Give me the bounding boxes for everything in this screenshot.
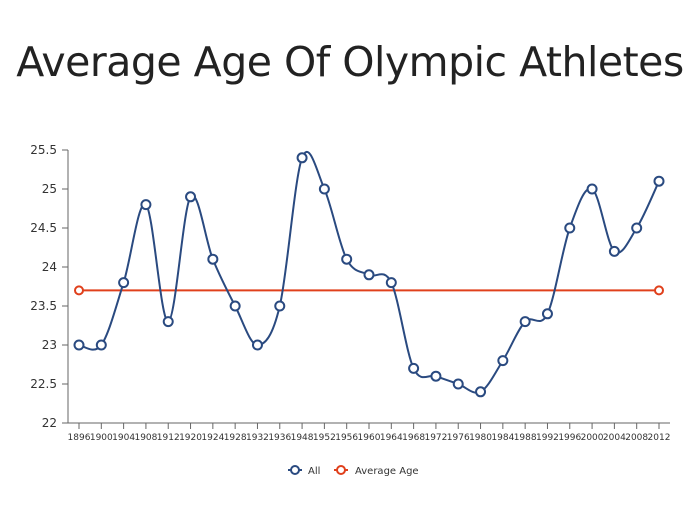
y-tick-label: 23.5 [30,299,57,313]
all-series-point [608,245,620,257]
x-tick-label: 1968 [402,433,425,443]
all-series-point [140,199,152,211]
legend-average-marker [336,465,346,475]
x-tick-label: 2004 [603,433,626,443]
all-series-point [541,308,553,320]
average-age-point [74,285,84,296]
x-tick-label: 2012 [648,433,671,443]
x-tick-label: 1912 [157,433,180,443]
all-series-point [341,253,353,265]
x-tick-label: 1896 [68,433,91,443]
x-tick-label: 1924 [201,433,224,443]
x-tick-label: 1976 [447,433,470,443]
all-series-point [363,269,375,281]
all-series-point [73,339,85,351]
y-tick-label: 25.5 [30,143,57,157]
y-tick-label: 22.5 [30,377,57,391]
x-tick-label: 1904 [112,433,135,443]
all-series-point [207,253,219,265]
x-tick-label: 1920 [179,433,202,443]
all-series-point [185,191,197,203]
x-tick-label: 1936 [268,433,291,443]
all-series-point [162,316,174,328]
y-tick-label: 24.5 [30,221,57,235]
all-series-point [586,183,598,195]
x-tick-label: 1996 [558,433,581,443]
legend-all-label: All [308,466,320,477]
all-series-point [95,339,107,351]
all-series-point [452,378,464,390]
all-series-point [430,370,442,382]
all-series-point [519,316,531,328]
x-tick-label: 2000 [581,433,604,443]
legend-average-label: Average Age [355,466,419,477]
x-tick-label: 1928 [224,433,247,443]
all-series-point [475,386,487,398]
all-series-point [229,300,241,312]
average-age-point [654,285,664,296]
all-series-point [296,152,308,164]
all-series-point [251,339,263,351]
y-tick-label: 22 [42,416,57,430]
all-series-point [385,277,397,289]
x-tick-label: 1956 [335,433,358,443]
x-tick-label: 1972 [424,433,447,443]
x-tick-label: 1984 [491,433,514,443]
x-tick-label: 1980 [469,433,492,443]
all-series-point [653,175,665,187]
x-tick-label: 1988 [514,433,537,443]
x-tick-label: 1900 [90,433,113,443]
x-tick-label: 1952 [313,433,336,443]
x-tick-label: 1992 [536,433,559,443]
chart-title: Average Age Of Olympic Athletes [16,38,684,86]
all-series-point [497,355,509,367]
legend-all-marker [290,465,300,475]
x-tick-label: 1932 [246,433,269,443]
x-tick-label: 1964 [380,433,403,443]
all-series-point [564,222,576,234]
x-tick-label: 2008 [625,433,648,443]
all-series-point [318,183,330,195]
all-series-point [118,277,130,289]
all-series-point [274,300,286,312]
x-tick-label: 1948 [291,433,314,443]
y-tick-label: 25 [42,182,57,196]
y-tick-label: 24 [42,260,57,274]
all-series-point [408,362,420,374]
x-tick-label: 1908 [134,433,157,443]
all-series-point [631,222,643,234]
x-tick-label: 1960 [358,433,381,443]
y-tick-label: 23 [42,338,57,352]
